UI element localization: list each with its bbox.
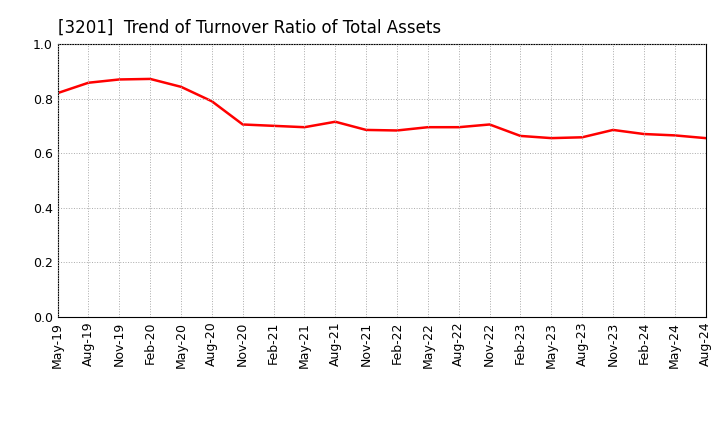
Text: [3201]  Trend of Turnover Ratio of Total Assets: [3201] Trend of Turnover Ratio of Total … [58,19,441,37]
